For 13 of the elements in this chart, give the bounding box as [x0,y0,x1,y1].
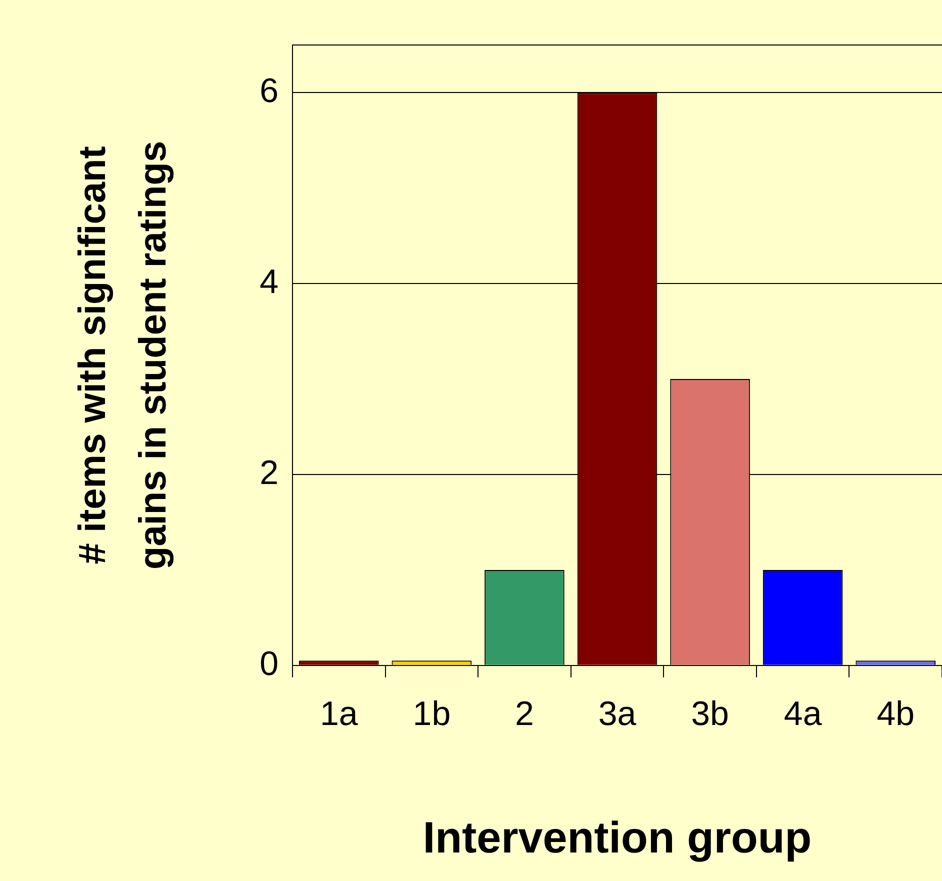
x-axis-title: Intervention group [422,814,812,863]
x-tick-label: 2 [515,695,534,734]
x-tick-label: 3b [691,695,729,734]
y-axis-title: # items with significant gains in student ratings [72,140,175,570]
y-tick-label: 0 [260,644,279,683]
x-tick-label: 1b [412,695,451,734]
x-tick-label: 4b [876,695,915,734]
x-tick-label: 3a [598,695,636,734]
x-tick-label: 1a [320,695,358,734]
x-tick-label: 4a [784,695,822,734]
y-tick-label: 6 [260,72,279,110]
y-tick-label: 2 [260,454,279,492]
y-tick-label: 4 [260,262,279,301]
